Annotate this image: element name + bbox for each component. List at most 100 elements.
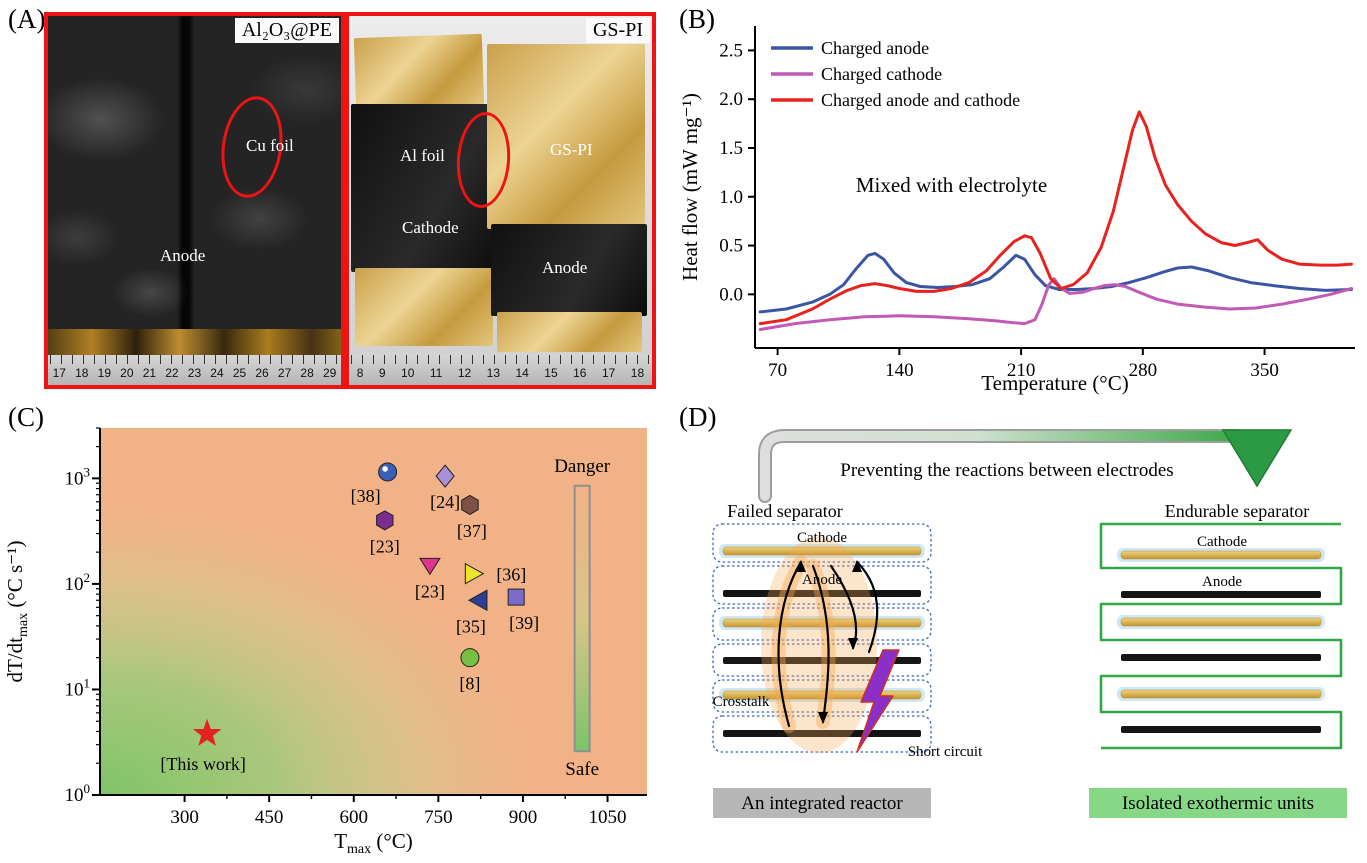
scatter-marker-circle [378, 462, 398, 482]
y-tick-label: 1.5 [719, 138, 743, 159]
x-tick-label: 750 [424, 807, 453, 828]
cathode-bar [1120, 550, 1322, 560]
gold-region-top-left [353, 33, 485, 109]
y-axis-title: dT/dtmax (°C s⁻¹) [3, 540, 31, 682]
scatter-marker-triangle-left [467, 589, 488, 612]
anode-label: Anode [160, 246, 206, 265]
ruler-number: 19 [97, 366, 111, 380]
x-tick-label: 70 [768, 360, 787, 381]
anode-bar [1121, 654, 1321, 661]
failed-separator-title: Failed separator [727, 501, 842, 521]
legend-label: Charged anode and cathode [821, 90, 1020, 110]
crosstalk-arrow [777, 560, 803, 728]
series-line [758, 110, 1353, 326]
scatter-marker-hexagon [376, 510, 394, 531]
scatter-marker-star [192, 718, 222, 746]
ruler-number: 17 [601, 366, 616, 380]
ruler-number: 14 [515, 366, 529, 380]
panel-a-letter: (A) [8, 4, 46, 34]
y-tick-label: 2.5 [719, 40, 743, 61]
debris-strip [48, 329, 341, 355]
ruler-numbers: 8 9 10 11 12 13 14 15 16 17 18 [349, 366, 652, 380]
x-tick-label: 900 [509, 807, 538, 828]
heat-flow-chart: 70 140 210 280 350 0.0 0.5 1.0 1.5 2.0 2.5 Temperat… [678, 26, 1355, 395]
x-tick-label: 450 [255, 807, 284, 828]
y-tick-label: 2.0 [719, 89, 743, 110]
point-ref-label: [38] [351, 486, 381, 506]
y-tick-label: 0.0 [719, 284, 743, 305]
scatter-marker-diamond [435, 464, 455, 488]
al-foil-label: Al foil [400, 146, 445, 165]
pipe-arrow [760, 431, 1242, 501]
scatter-marker-triangle-right [464, 562, 485, 585]
y-axis-title: Heat flow (mW mg⁻¹) [678, 93, 702, 281]
gold-region-bottom-left [355, 268, 493, 346]
point-ref-label: [39] [509, 613, 539, 633]
diagram-shapes [712, 429, 1343, 753]
danger-label: Danger [554, 456, 611, 477]
isolated-units-caption: Isolated exothermic units [1122, 793, 1314, 814]
x-tick-label: 350 [1250, 360, 1279, 381]
anode-label-2: Anode [542, 258, 588, 277]
ruler-2: 8 9 10 11 12 13 14 15 16 17 18 [349, 355, 652, 385]
x-tick-label: 140 [885, 360, 914, 381]
cathode-label: Cathode [402, 218, 459, 237]
preventing-reactions-text: Preventing the reactions between electro… [840, 460, 1173, 481]
series-line [758, 251, 1353, 314]
left-anode-label: Anode [802, 572, 842, 588]
crosstalk-arrow [855, 560, 879, 654]
gold-region-bottom-right [497, 312, 642, 352]
ruler-number: 29 [322, 366, 337, 380]
ruler-number: 16 [573, 366, 587, 380]
unit-dotted-box [712, 523, 932, 563]
ruler-number: 22 [165, 366, 179, 380]
x-tick-label: 1050 [589, 807, 627, 828]
unit-dotted-box [712, 565, 932, 605]
series-line [758, 277, 1353, 331]
photo-al2o3-pe-separator: Al₂O₃@PE Cu foil Anode 17 18 19 20 21 22 23 24 2… [44, 12, 345, 389]
x-tick-label: 280 [1129, 360, 1158, 381]
ruler-number: 25 [232, 366, 247, 380]
ruler-number: 18 [75, 366, 89, 380]
ruler-1: 17 18 19 20 21 22 23 24 25 26 27 28 29 [48, 355, 341, 385]
burnt-anode-texture [48, 16, 341, 385]
point-ref-label: [24] [430, 492, 460, 512]
cathode-bar [722, 546, 922, 556]
y-tick-label: 100 [65, 781, 91, 806]
unit-dotted-box [712, 643, 932, 677]
cathode-bar [1120, 689, 1322, 699]
scatter-marker-triangle-down [418, 557, 441, 576]
anode-bar [723, 657, 921, 664]
point-ref-label: [37] [457, 521, 487, 541]
point-ref-label: [8] [459, 674, 480, 694]
integrated-reactor-caption-bg [713, 788, 931, 818]
scatter-marker-circle [460, 648, 480, 668]
ruler-number: 8 [356, 366, 364, 380]
cathode-bar [722, 618, 922, 628]
photo2-tag: GS-PI [585, 18, 650, 43]
crosstalk-label: Crosstalk [713, 694, 770, 710]
gs-pi-label: GS-PI [550, 140, 593, 159]
ruler-numbers: 17 18 19 20 21 22 23 24 25 26 27 28 29 [48, 366, 341, 380]
ruler-number: 13 [486, 366, 500, 380]
ruler-number: 21 [142, 366, 157, 380]
left-cathode-label: Cathode [797, 530, 847, 546]
ruler-number: 26 [255, 366, 269, 380]
ruler-number: 11 [429, 366, 443, 380]
isolated-units-caption-bg [1089, 788, 1347, 818]
point-ref-label: [This work] [160, 754, 245, 774]
ruler-ticks [351, 355, 652, 364]
point-ref-label: [36] [496, 565, 526, 585]
crosstalk-arrow [811, 564, 830, 724]
cathode-bar [1120, 617, 1322, 627]
legend-label: Charged anode [821, 38, 929, 58]
point-ref-label: [23] [370, 536, 400, 556]
tmax-scatter-chart: Danger Safe 300 450 600 750 900 1050 100 101 102 10… [3, 427, 647, 857]
x-axis-title: Temperature (°C) [981, 371, 1128, 395]
integrated-reactor-caption: An integrated reactor [741, 793, 903, 814]
point-ref-label: [35] [456, 616, 486, 636]
x-tick-label: 210 [1007, 360, 1036, 381]
short-circuit-label: Short circuit [908, 744, 983, 760]
gold-region-gs-pi [487, 44, 645, 229]
